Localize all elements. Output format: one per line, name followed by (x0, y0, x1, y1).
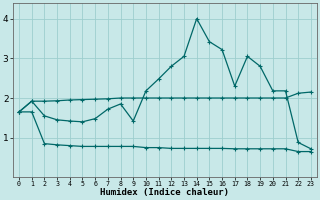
X-axis label: Humidex (Indice chaleur): Humidex (Indice chaleur) (100, 188, 229, 197)
